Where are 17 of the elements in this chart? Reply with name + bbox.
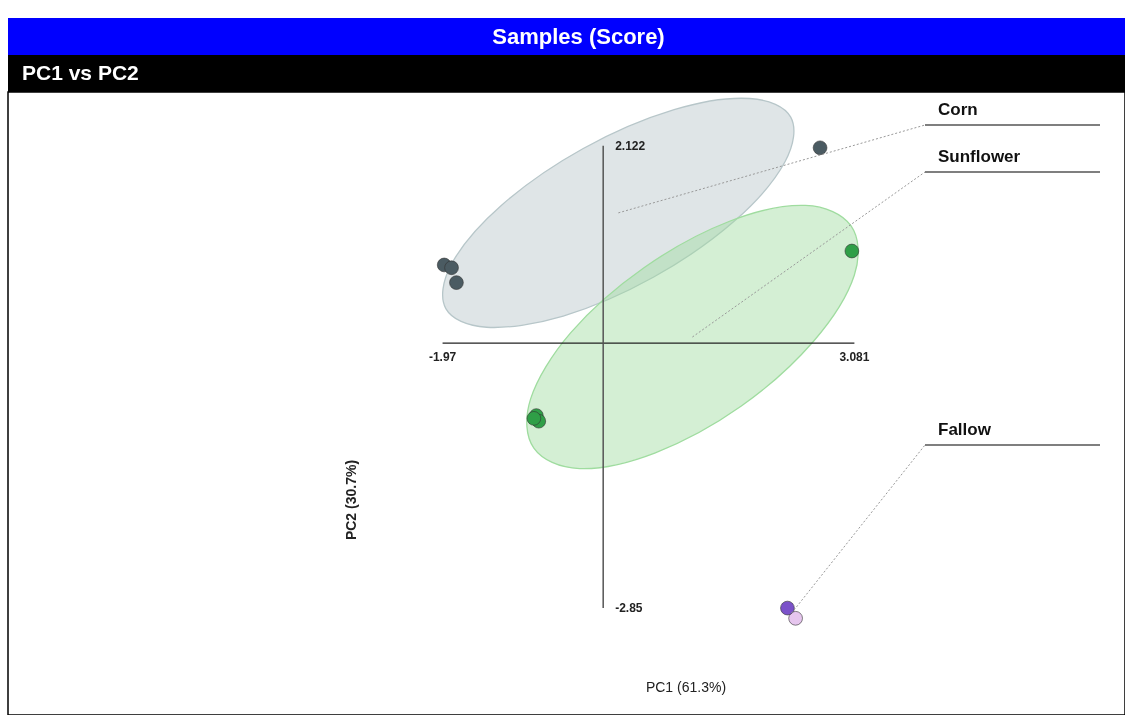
- y-tick-label: -2.85: [615, 601, 643, 616]
- chart-title: Samples (Score): [492, 24, 665, 49]
- text: Sunflower: [938, 147, 1021, 166]
- point: [844, 243, 860, 259]
- point: [780, 600, 795, 616]
- y-tick-label: 2.122: [615, 138, 646, 153]
- y-axis-title: PC2 (30.7%): [343, 459, 359, 541]
- text: Corn: [938, 100, 978, 119]
- x-tick-label: -1.97: [428, 350, 457, 365]
- point: [449, 275, 464, 290]
- x-tick-label: 3.081: [839, 350, 870, 365]
- point: [444, 260, 459, 275]
- x-axis-title: PC1 (61.3%): [645, 679, 727, 695]
- point: [788, 611, 803, 626]
- text: Fallow: [938, 420, 992, 439]
- chart-subtitle: PC1 vs PC2: [22, 61, 139, 84]
- point: [812, 140, 828, 155]
